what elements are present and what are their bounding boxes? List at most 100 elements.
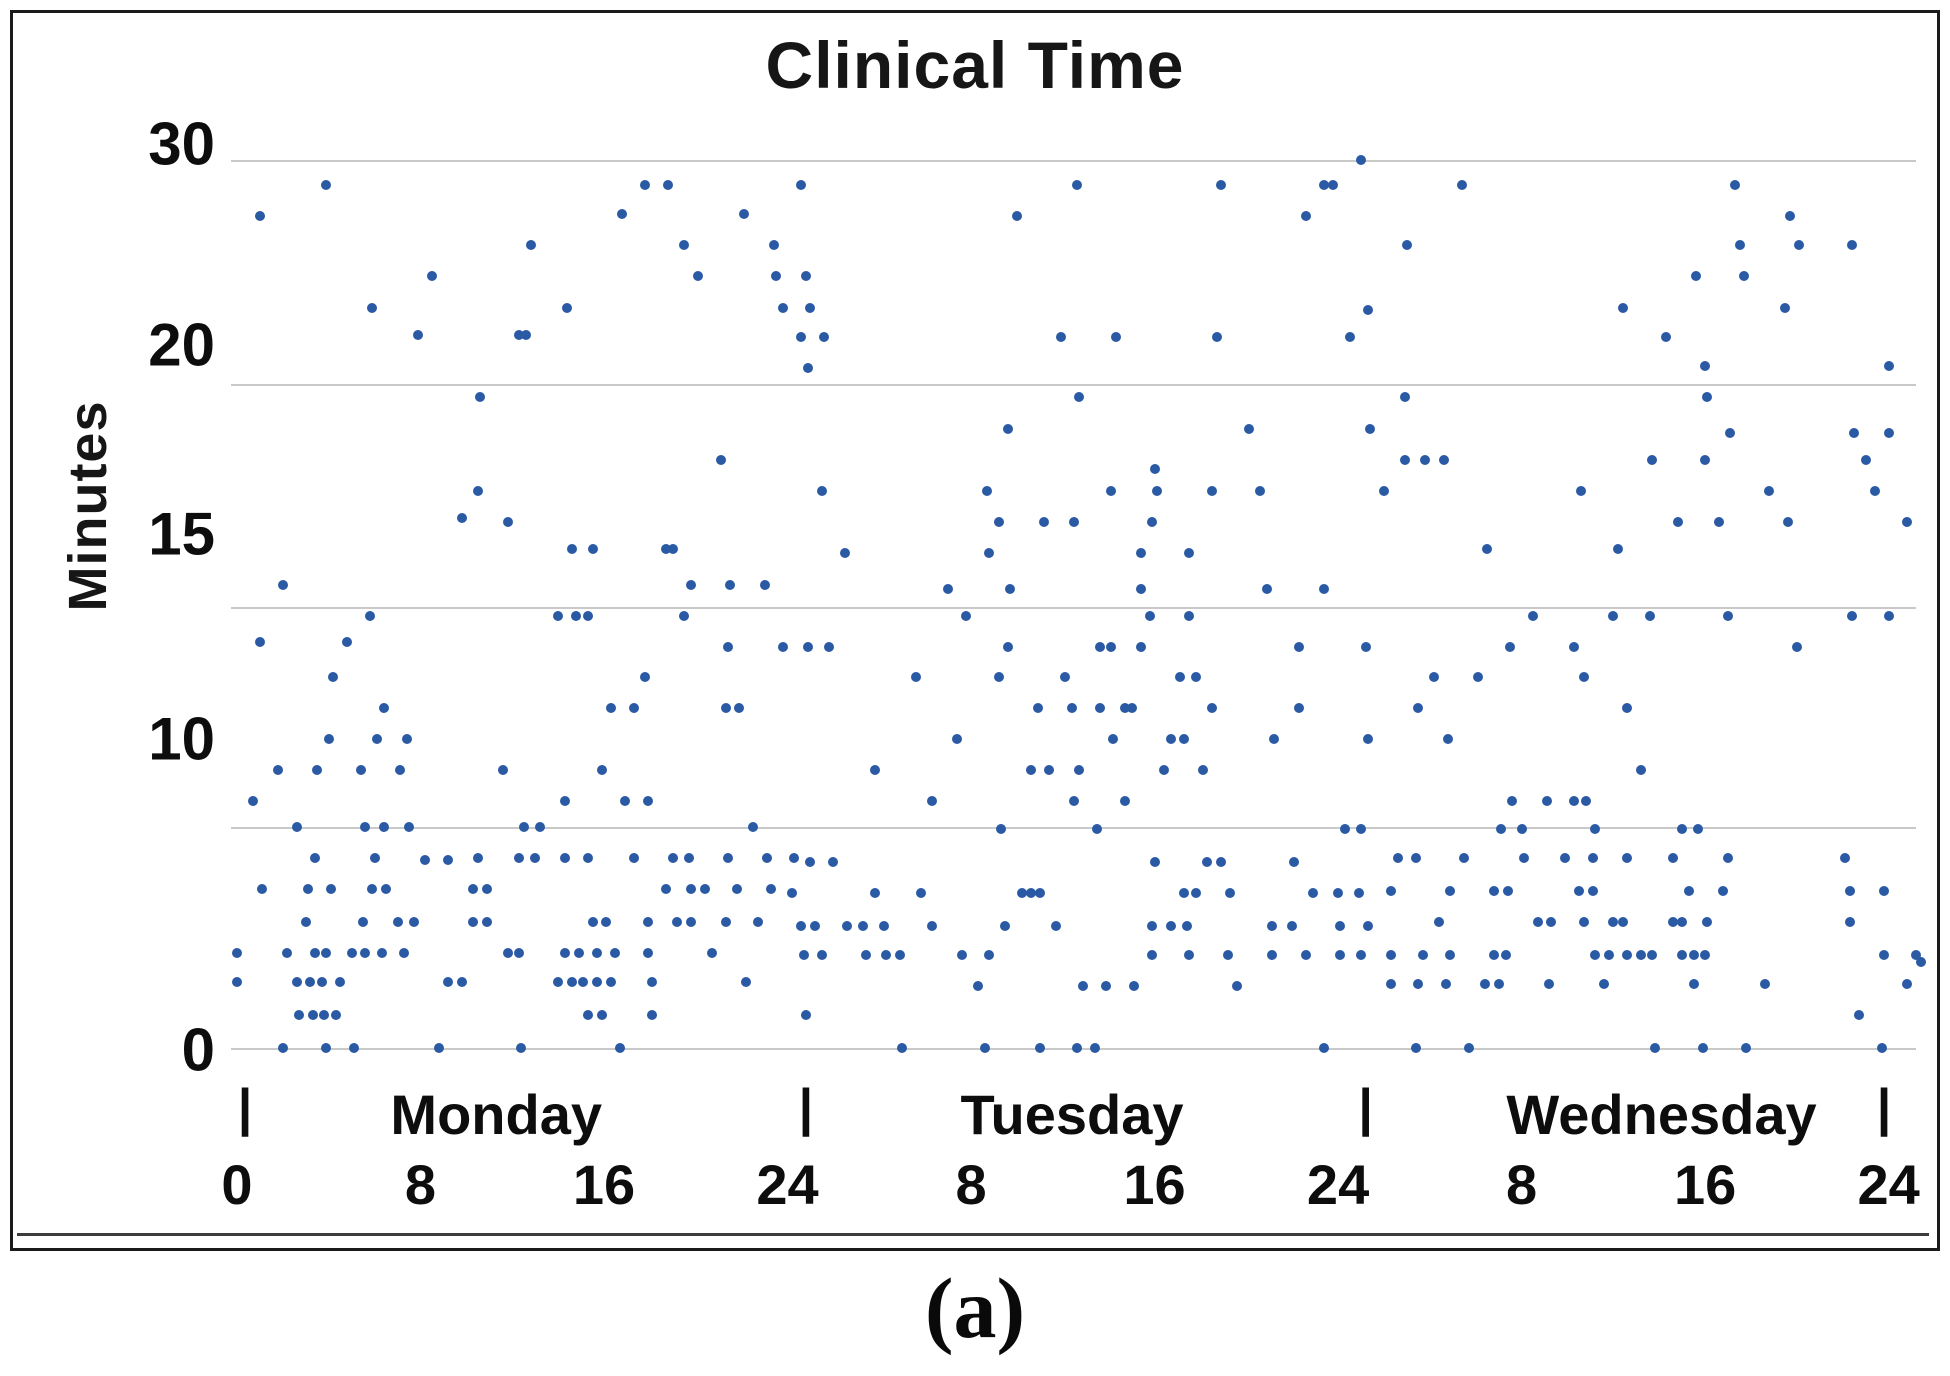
- data-point: [254, 210, 265, 221]
- data-point: [1300, 210, 1311, 221]
- hour-tick-label-4: 8: [955, 1153, 987, 1216]
- y-axis-label: Minutes: [58, 400, 118, 612]
- data-point: [869, 888, 880, 899]
- data-point: [323, 733, 334, 744]
- data-point: [330, 1009, 341, 1020]
- data-point: [1780, 302, 1791, 313]
- data-point: [369, 852, 380, 863]
- data-point: [1385, 978, 1396, 989]
- data-point: [725, 579, 736, 590]
- data-point: [319, 1009, 330, 1020]
- data-point: [472, 852, 483, 863]
- data-point: [1328, 179, 1339, 190]
- data-point: [1365, 423, 1376, 434]
- data-point: [679, 610, 690, 621]
- data-point: [404, 821, 415, 832]
- data-point: [456, 512, 467, 523]
- data-point: [312, 764, 323, 775]
- hour-tick-label-8: 16: [1673, 1153, 1737, 1216]
- data-point: [1319, 584, 1330, 595]
- y-tick-label-20: 20: [148, 311, 215, 379]
- data-point: [482, 883, 493, 894]
- data-point: [1672, 517, 1683, 528]
- data-point: [1569, 795, 1580, 806]
- data-point: [810, 921, 821, 932]
- data-point: [693, 271, 704, 282]
- data-point: [1094, 703, 1105, 714]
- data-point: [326, 883, 337, 894]
- data-point: [1294, 703, 1305, 714]
- data-point: [619, 795, 630, 806]
- data-point: [1147, 517, 1158, 528]
- data-point: [596, 764, 607, 775]
- data-point: [1333, 888, 1344, 899]
- data-point: [647, 976, 658, 987]
- data-point: [1622, 950, 1633, 961]
- data-point: [443, 855, 454, 866]
- data-point: [1876, 1042, 1887, 1053]
- data-point: [952, 733, 963, 744]
- data-point: [360, 947, 371, 958]
- data-point: [1853, 1009, 1864, 1020]
- data-point: [1401, 240, 1412, 251]
- data-point: [1055, 331, 1066, 342]
- data-point: [1002, 641, 1013, 652]
- data-point: [1216, 179, 1227, 190]
- data-point: [1183, 610, 1194, 621]
- data-point: [530, 852, 541, 863]
- data-point: [1071, 1042, 1082, 1053]
- data-point: [1294, 641, 1305, 652]
- data-point: [1197, 764, 1208, 775]
- data-point: [1110, 331, 1121, 342]
- data-point: [1794, 240, 1805, 251]
- hour-tick-label-1: 8: [404, 1153, 437, 1216]
- data-point: [1844, 886, 1855, 897]
- data-point: [1883, 428, 1894, 439]
- data-point: [592, 976, 603, 987]
- data-point: [1147, 950, 1158, 961]
- data-point: [1135, 584, 1146, 595]
- data-point: [1622, 852, 1633, 863]
- data-point: [1135, 548, 1146, 559]
- data-point: [1165, 921, 1176, 932]
- data-point: [686, 917, 697, 927]
- data-point: [1094, 641, 1105, 652]
- data-point: [789, 852, 800, 863]
- data-point: [1569, 641, 1580, 652]
- data-point: [498, 764, 509, 775]
- data-point: [516, 1042, 527, 1053]
- data-point: [300, 917, 311, 927]
- gridline-y-20: [231, 384, 1916, 387]
- data-point: [1073, 392, 1084, 403]
- data-point: [1144, 610, 1155, 621]
- data-point: [1206, 703, 1217, 714]
- data-point: [502, 947, 513, 958]
- data-point: [1516, 824, 1527, 835]
- data-point: [777, 302, 788, 313]
- data-point: [1443, 733, 1454, 744]
- data-point: [1489, 950, 1500, 961]
- data-point: [1603, 950, 1614, 961]
- data-point: [1587, 852, 1598, 863]
- figure-caption: (a): [924, 1260, 1026, 1356]
- data-point: [823, 641, 834, 652]
- data-point: [355, 764, 366, 775]
- data-point: [1608, 610, 1619, 621]
- data-point: [615, 1042, 626, 1053]
- day-label-tuesday: Tuesday: [960, 1083, 1184, 1146]
- data-point: [1599, 978, 1610, 989]
- data-point: [972, 981, 983, 992]
- data-point: [982, 486, 993, 497]
- data-point: [573, 947, 584, 958]
- data-point: [667, 852, 678, 863]
- data-point: [1268, 733, 1279, 744]
- data-point: [1000, 921, 1011, 932]
- data-point: [1060, 672, 1071, 683]
- data-point: [993, 517, 1004, 528]
- data-point: [1617, 917, 1628, 927]
- data-point: [1222, 950, 1233, 961]
- data-point: [257, 883, 268, 894]
- hour-tick-label-6: 24: [1306, 1153, 1370, 1216]
- data-point: [371, 733, 382, 744]
- data-point: [828, 857, 839, 868]
